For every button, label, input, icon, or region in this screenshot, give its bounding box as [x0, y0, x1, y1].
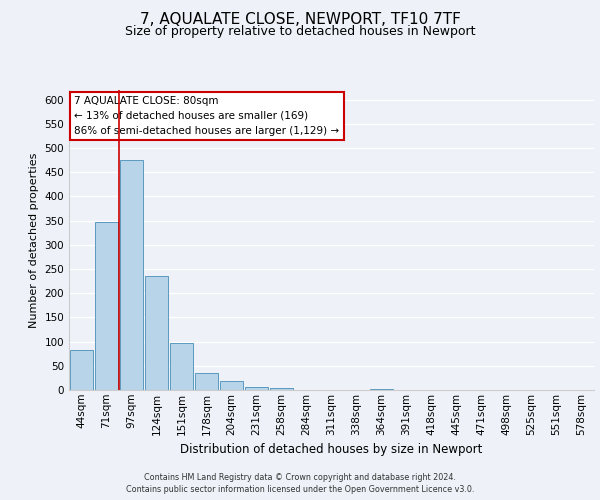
Y-axis label: Number of detached properties: Number of detached properties: [29, 152, 39, 328]
Bar: [270, 388, 293, 390]
Bar: [245, 386, 268, 390]
Bar: [195, 373, 218, 390]
Bar: [370, 389, 393, 390]
Bar: [95, 222, 118, 390]
Bar: [70, 350, 93, 390]
Bar: [145, 276, 168, 390]
Bar: [220, 382, 243, 390]
Text: Size of property relative to detached houses in Newport: Size of property relative to detached ho…: [125, 25, 475, 38]
Text: 7 AQUALATE CLOSE: 80sqm
← 13% of detached houses are smaller (169)
86% of semi-d: 7 AQUALATE CLOSE: 80sqm ← 13% of detache…: [74, 96, 340, 136]
Text: Contains HM Land Registry data © Crown copyright and database right 2024.: Contains HM Land Registry data © Crown c…: [144, 472, 456, 482]
X-axis label: Distribution of detached houses by size in Newport: Distribution of detached houses by size …: [181, 443, 482, 456]
Text: 7, AQUALATE CLOSE, NEWPORT, TF10 7TF: 7, AQUALATE CLOSE, NEWPORT, TF10 7TF: [140, 12, 460, 28]
Text: Contains public sector information licensed under the Open Government Licence v3: Contains public sector information licen…: [126, 485, 474, 494]
Bar: [170, 343, 193, 390]
Bar: [120, 160, 143, 390]
